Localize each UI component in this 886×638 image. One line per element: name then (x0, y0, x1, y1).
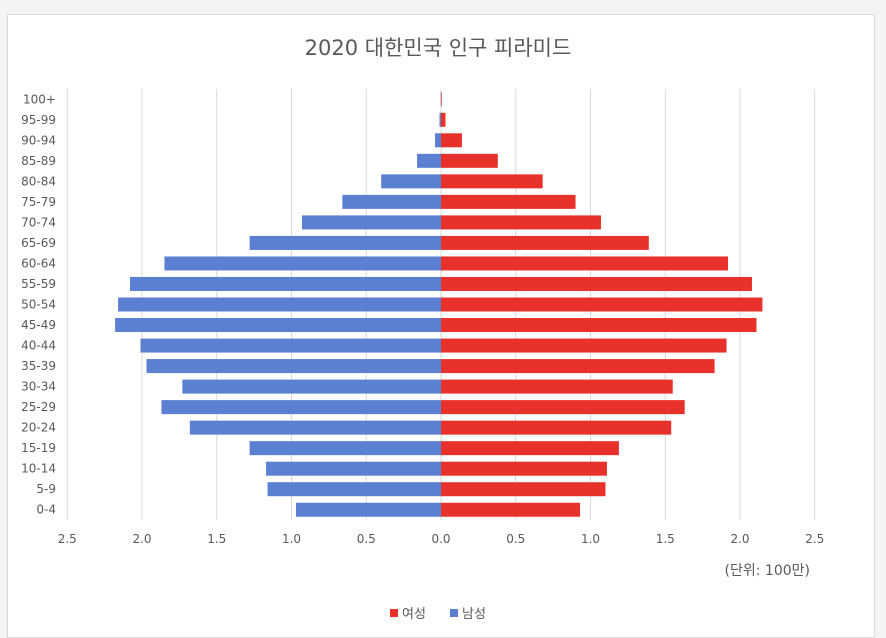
bar-male (118, 298, 441, 312)
chart-title: 2020 대한민국 인구 피라미드 (305, 36, 572, 60)
bar-female (441, 92, 442, 106)
bar-female (441, 236, 649, 250)
y-tick-label: 85-89 (21, 154, 56, 168)
y-tick-label: 35-39 (21, 359, 56, 373)
y-tick-label: 45-49 (21, 318, 56, 332)
y-tick-label: 20-24 (21, 421, 56, 435)
y-tick-label: 80-84 (21, 174, 56, 188)
bar-female (441, 441, 619, 455)
x-tick-label: 0.5 (506, 532, 525, 546)
legend-swatch (390, 609, 398, 617)
y-tick-label: 5-9 (36, 482, 56, 496)
bar-male (141, 339, 441, 353)
y-axis-labels: 0-4 5-9 10-14 15-19 20-24 25-29 30-34 35-39 40-4… (21, 92, 56, 516)
y-tick-label: 75-79 (21, 195, 56, 209)
y-tick-label: 25-29 (21, 400, 56, 414)
bar-female (441, 339, 727, 353)
bar-female (441, 318, 756, 332)
unit-note: (단위: 100만) (725, 563, 810, 579)
bar-male (296, 503, 441, 517)
x-tick-label: 2.0 (132, 532, 151, 546)
bar-female (441, 482, 605, 496)
x-tick-label: 2.0 (730, 532, 749, 546)
bar-male (268, 482, 441, 496)
legend-swatch (450, 609, 458, 617)
bar-male (342, 195, 441, 209)
y-tick-label: 10-14 (21, 462, 56, 476)
bar-female (441, 380, 673, 394)
bar-female (441, 133, 462, 147)
x-tick-label: 2.5 (805, 532, 824, 546)
x-tick-label: 2.5 (58, 532, 77, 546)
y-tick-label: 70-74 (21, 215, 56, 229)
bar-female (441, 421, 671, 435)
bar-male (161, 400, 441, 414)
bar-male (381, 174, 441, 188)
y-tick-label: 40-44 (21, 339, 56, 353)
chart-card: 2020 대한민국 인구 피라미드 0-4 5-9 10-14 15-19 20-24 2… (7, 14, 875, 638)
bar-male (417, 154, 441, 168)
bar-male (266, 462, 441, 476)
bar-female (441, 215, 601, 229)
legend: 여성 남성 (390, 607, 486, 622)
bar-male (250, 441, 441, 455)
bar-female (441, 195, 576, 209)
y-tick-label: 0-4 (36, 503, 56, 517)
x-axis-labels: 2.5 2.0 1.5 1.0 0.5 0.0 0.5 1.0 1.5 2.0 2.5 (58, 532, 825, 546)
population-pyramid-chart: 2020 대한민국 인구 피라미드 0-4 5-9 10-14 15-19 20-24 2… (8, 15, 874, 637)
x-tick-label: 0.0 (431, 532, 450, 546)
bar-female (441, 503, 580, 517)
y-tick-label: 30-34 (21, 380, 56, 394)
bar-female (441, 113, 445, 127)
bar-male (190, 421, 441, 435)
bar-male (435, 133, 441, 147)
y-tick-label: 90-94 (21, 133, 56, 147)
bar-male (130, 277, 441, 291)
y-tick-label: 50-54 (21, 298, 56, 312)
bar-male (115, 318, 441, 332)
bar-male (250, 236, 441, 250)
bar-female (441, 400, 685, 414)
bar-male (302, 215, 441, 229)
bar-female (441, 462, 607, 476)
x-tick-label: 1.0 (282, 532, 301, 546)
legend-label: 남성 (462, 607, 486, 622)
x-tick-label: 1.5 (207, 532, 226, 546)
bar-female (441, 174, 543, 188)
bar-male (440, 113, 441, 127)
y-tick-label: 55-59 (21, 277, 56, 291)
bar-female (441, 256, 728, 270)
bar-female (441, 298, 762, 312)
bar-male (164, 256, 441, 270)
legend-label: 여성 (402, 607, 426, 622)
bar-female (441, 154, 498, 168)
bar-male (146, 359, 441, 373)
x-tick-label: 1.0 (581, 532, 600, 546)
x-tick-label: 0.5 (357, 532, 376, 546)
bar-female (441, 359, 715, 373)
y-tick-label: 100+ (23, 92, 56, 106)
y-tick-label: 65-69 (21, 236, 56, 250)
x-tick-label: 1.5 (656, 532, 675, 546)
y-tick-label: 15-19 (21, 441, 56, 455)
bar-female (441, 277, 752, 291)
y-tick-label: 60-64 (21, 256, 56, 270)
y-tick-label: 95-99 (21, 113, 56, 127)
bar-male (182, 380, 441, 394)
